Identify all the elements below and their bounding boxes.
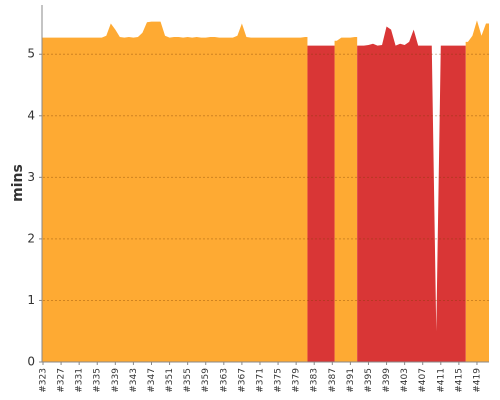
x-tick-label: #419: [472, 368, 482, 393]
x-tick-label: #403: [400, 368, 410, 393]
x-tick-label: #383: [310, 368, 320, 393]
x-tick-label: #407: [418, 368, 428, 393]
x-tick-label: #371: [255, 368, 265, 393]
y-tick-label: 2: [27, 231, 35, 245]
x-tick-label: #351: [165, 368, 175, 393]
y-axis-label: mins: [10, 164, 26, 202]
x-tick-label: #395: [364, 368, 374, 393]
y-tick-label: 3: [27, 170, 35, 184]
x-tick-label: #363: [219, 368, 229, 393]
y-tick-label: 4: [27, 108, 35, 122]
x-tick-label: #339: [111, 368, 121, 393]
area: [465, 20, 489, 362]
x-tick-label: #331: [75, 368, 85, 393]
x-tick-label: #387: [328, 368, 338, 393]
x-tick-label: #347: [147, 368, 157, 393]
x-tick-label: #323: [39, 368, 49, 393]
area: [334, 37, 358, 362]
x-tick-label: #399: [382, 368, 392, 393]
x-tick-label: #343: [129, 368, 139, 393]
x-tick-label: #411: [436, 368, 446, 393]
area: [307, 45, 335, 362]
y-tick-label: 0: [27, 355, 35, 369]
x-tick-label: #415: [454, 368, 464, 393]
y-tick-label: 1: [27, 293, 35, 307]
area: [357, 26, 466, 363]
x-tick-label: #379: [292, 368, 302, 393]
x-tick-label: #335: [93, 368, 103, 393]
x-tick-label: #327: [57, 368, 67, 393]
x-tick-label: #367: [237, 368, 247, 393]
y-tick-label: 5: [27, 47, 35, 61]
x-tick-label: #391: [346, 368, 356, 393]
x-tick-label: #375: [274, 368, 284, 393]
x-tick-label: #355: [183, 368, 193, 393]
x-tick-label: #359: [201, 368, 211, 393]
area: [42, 21, 308, 363]
